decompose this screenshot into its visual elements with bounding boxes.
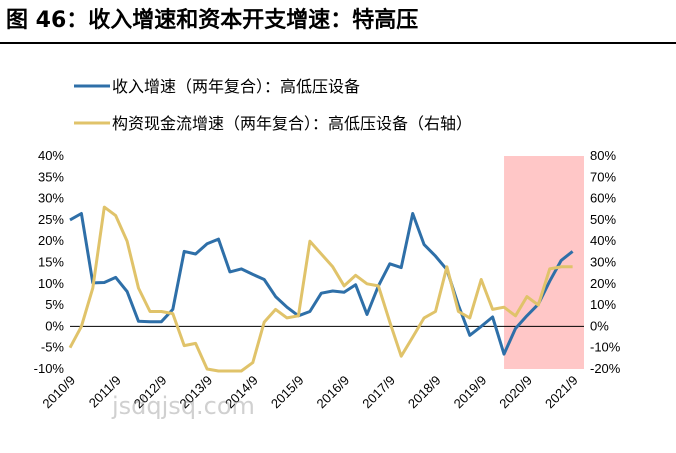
right-tick-label: 40% — [590, 233, 616, 248]
right-tick-label: 60% — [590, 191, 616, 206]
left-tick-label: 25% — [38, 212, 64, 227]
left-tick-label: 35% — [38, 169, 64, 184]
left-tick-label: 20% — [38, 233, 64, 248]
left-tick-label: -10% — [34, 361, 65, 376]
right-tick-label: 30% — [590, 255, 616, 270]
left-tick-label: 30% — [38, 191, 64, 206]
left-tick-label: 40% — [38, 148, 64, 163]
right-tick-label: 80% — [590, 148, 616, 163]
left-tick-label: 15% — [38, 255, 64, 270]
x-tick-label: 2016/9 — [314, 373, 353, 412]
x-tick-label: 2019/9 — [451, 373, 490, 412]
page-title: 图 46：收入增速和资本开支增速：特高压 — [6, 8, 419, 33]
x-tick-label: 2015/9 — [268, 373, 307, 412]
series-line-1 — [69, 212, 574, 356]
x-tick-label: 2018/9 — [405, 373, 444, 412]
left-tick-label: -5% — [41, 340, 65, 355]
series-layer — [68, 205, 574, 373]
x-tick-label: 2017/9 — [359, 373, 398, 412]
legend-label-series1: 收入增速（两年复合）：高低压设备 — [112, 77, 360, 96]
highlight-band — [504, 156, 584, 369]
legend: 收入增速（两年复合）：高低压设备 构资现金流增速（两年复合）：高低压设备（右轴） — [74, 77, 472, 133]
right-tick-label: 0% — [590, 318, 609, 333]
left-tick-label: 5% — [45, 297, 64, 312]
right-tick-label: 10% — [590, 297, 616, 312]
right-tick-label: -10% — [590, 340, 621, 355]
right-axis: -20% -10% 0% 10% 20% 30% 40% 50% 60% 70% 80% — [590, 148, 621, 376]
right-tick-label: 70% — [590, 169, 616, 184]
x-tick-label: 2020/9 — [496, 373, 535, 412]
left-tick-label: 0% — [45, 318, 64, 333]
right-tick-label: 20% — [590, 276, 616, 291]
title-rule — [0, 42, 676, 44]
watermark: jsdqjsq.com — [112, 392, 255, 420]
legend-label-series2: 构资现金流增速（两年复合）：高低压设备（右轴） — [112, 114, 472, 133]
right-tick-label: -20% — [590, 361, 621, 376]
x-tick-label: 2021/9 — [542, 373, 581, 412]
left-axis: -10% -5% 0% 5% 10% 15% 20% 25% 30% 35% 40% — [34, 148, 65, 376]
x-tick-label: 2010/9 — [39, 373, 78, 412]
left-tick-label: 10% — [38, 276, 64, 291]
right-tick-label: 50% — [590, 212, 616, 227]
series-line-2 — [68, 205, 573, 373]
